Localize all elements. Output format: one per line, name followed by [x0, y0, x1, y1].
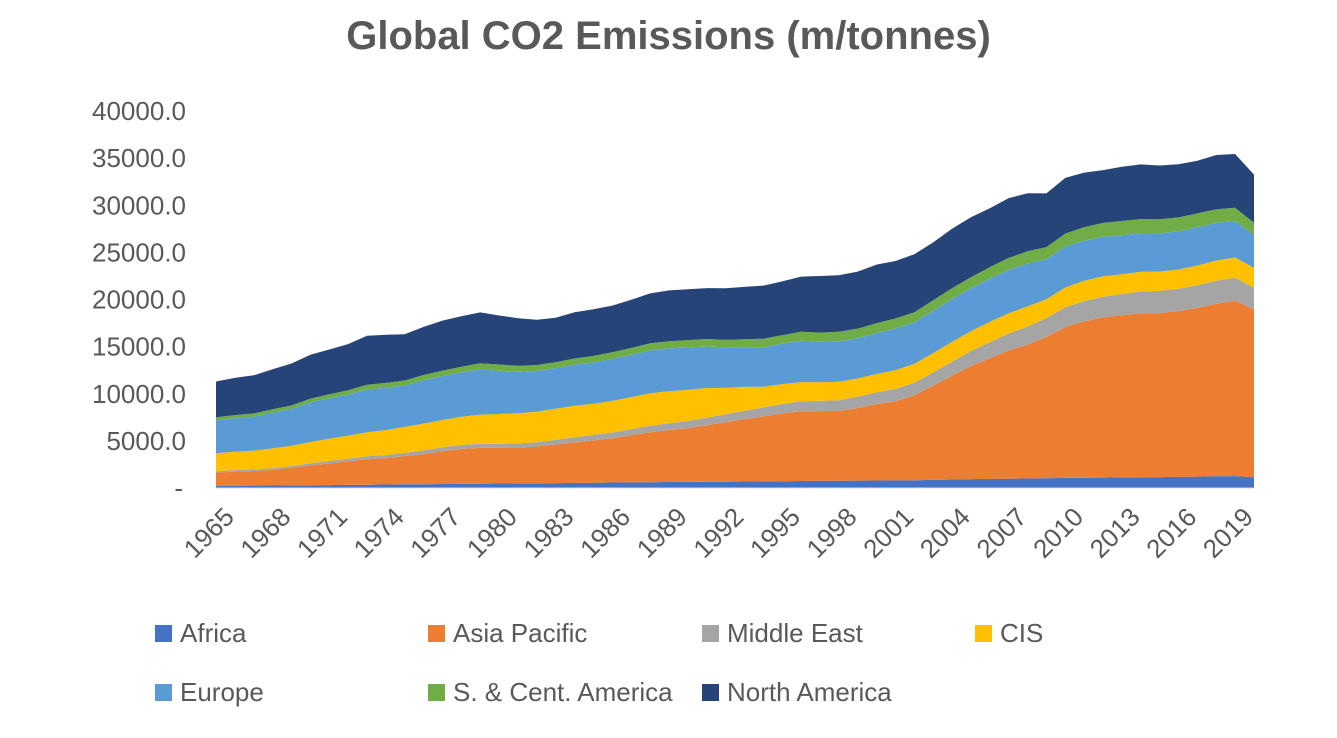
area-s-cent-america: [216, 207, 1254, 421]
y-tick-label: 35000.0: [92, 143, 186, 173]
area-africa: [216, 476, 1254, 488]
chart-title: Global CO2 Emissions (m/tonnes): [346, 14, 991, 58]
x-tick-label: 2013: [1084, 502, 1146, 564]
x-tick-label: 2001: [857, 502, 919, 564]
y-axis-ticks: - 5000.0 10000.0 15000.0 20000.0 25000.0 30000…: [92, 96, 186, 503]
x-tick-label: 2007: [970, 502, 1032, 564]
x-axis-ticks: 1965196819711974197719801983198619891992…: [178, 502, 1259, 564]
x-tick-label: 1977: [404, 502, 466, 564]
x-tick-label: 1995: [744, 502, 806, 564]
y-tick-label: 25000.0: [92, 237, 186, 267]
x-tick-label: 1986: [574, 502, 636, 564]
x-tick-label: 1980: [461, 502, 523, 564]
area-cis: [216, 257, 1254, 472]
x-tick-label: 1989: [631, 502, 693, 564]
x-tick-label: 2016: [1140, 502, 1202, 564]
y-tick-label: -: [174, 473, 183, 503]
y-tick-label: 40000.0: [92, 96, 186, 126]
x-tick-label: 1992: [687, 502, 749, 564]
x-tick-label: 1971: [291, 502, 353, 564]
x-tick-label: 1983: [517, 502, 579, 564]
x-tick-label: 1965: [178, 502, 240, 564]
x-tick-label: 2004: [914, 502, 976, 564]
x-tick-label: 1998: [801, 502, 863, 564]
x-tick-label: 2010: [1027, 502, 1089, 564]
area-north-america: [216, 154, 1254, 418]
y-tick-label: 15000.0: [92, 332, 186, 362]
area-europe: [216, 221, 1254, 454]
area-middle-east: [216, 277, 1254, 473]
areas-layer: [216, 154, 1254, 488]
y-tick-label: 20000.0: [92, 285, 186, 315]
y-tick-label: 10000.0: [92, 379, 186, 409]
area-asia-pacific: [216, 300, 1254, 486]
y-tick-label: 5000.0: [106, 426, 186, 456]
x-tick-label: 2019: [1197, 502, 1259, 564]
x-tick-label: 1974: [348, 502, 410, 564]
x-tick-label: 1968: [234, 502, 296, 564]
y-tick-label: 30000.0: [92, 190, 186, 220]
